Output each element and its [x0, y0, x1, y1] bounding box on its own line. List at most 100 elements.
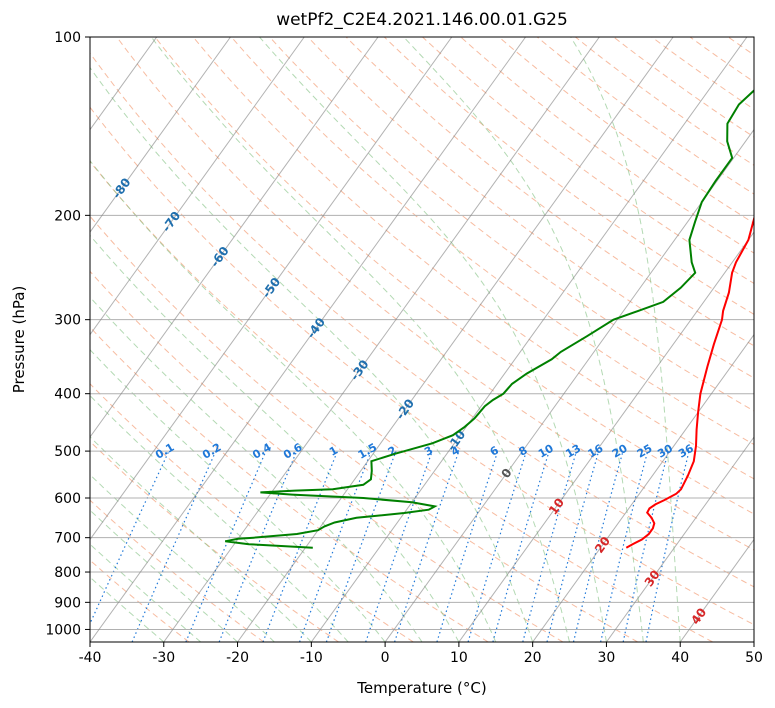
plot-area: 0.1 0.2 0.4 0.6 1 1.5 2 3 4 6 8 10 13 16 20 25 30 36-100-… — [0, 37, 775, 642]
isotherm — [163, 37, 600, 642]
isotherms — [0, 37, 754, 642]
dry-adiabat — [90, 499, 265, 642]
dry-adiabat — [766, 37, 775, 642]
mixing-ratio-label: 16 — [586, 442, 606, 461]
temperature-line — [625, 215, 754, 549]
isotherm-label: 40 — [688, 605, 709, 627]
isotherm — [90, 37, 305, 336]
mixing-ratio-line — [467, 450, 527, 642]
dry-adiabat — [651, 37, 754, 110]
isotherm — [90, 37, 527, 642]
dry-adiabat — [689, 37, 754, 83]
profiles — [225, 89, 754, 549]
isotherm-label: -100 — [6, 107, 35, 140]
isotherm-label: -90 — [58, 145, 82, 171]
isotherm — [0, 37, 9, 642]
x-tick-label: 10 — [450, 650, 468, 666]
dry-adiabat — [383, 37, 754, 315]
mixing-ratio-label: 20 — [610, 442, 630, 461]
dry-adiabat — [90, 270, 564, 642]
x-tick-label: -40 — [79, 650, 102, 666]
y-axis-label: Pressure (hPa) — [10, 286, 28, 394]
dry-adiabat — [575, 37, 754, 166]
y-tick-label: 900 — [54, 595, 81, 611]
dry-adiabat — [90, 52, 754, 588]
labels-layer: 0.1 0.2 0.4 0.6 1 1.5 2 3 4 6 8 10 13 16 20 25 30 36-100-… — [6, 107, 710, 627]
mixing-ratio-label: 0.1 — [153, 441, 176, 462]
isotherm-label: -60 — [208, 244, 232, 270]
plot-frame — [89, 36, 755, 643]
x-axis-label: Temperature (°C) — [356, 679, 486, 697]
dry-adiabat — [90, 106, 754, 626]
moist-adiabat — [150, 37, 571, 642]
mixing-ratio-label: 0.2 — [200, 441, 223, 462]
isotherm-label: 10 — [546, 496, 567, 518]
mixing-ratio-label: 0.4 — [250, 440, 274, 461]
dry-adiabat — [269, 37, 754, 412]
y-tick-label: 1000 — [45, 622, 81, 638]
isotherm — [679, 538, 754, 642]
mixing-ratio-label: 25 — [635, 442, 655, 461]
mixing-ratio-line — [325, 450, 397, 642]
isotherm-label: -30 — [348, 357, 372, 383]
y-tick-label: 600 — [54, 491, 81, 507]
moist-adiabat — [90, 394, 349, 642]
dry-adiabat — [192, 37, 754, 480]
isotherm — [606, 436, 754, 642]
moist-adiabat — [90, 474, 275, 642]
dry-adiabat — [90, 215, 639, 642]
y-axis: 100 200 300 400 500 600 700 800 900 1000 — [45, 30, 90, 638]
isobars — [90, 37, 754, 630]
moist-adiabat — [90, 66, 534, 642]
moist-adiabat — [90, 296, 423, 642]
dry-adiabat — [90, 160, 713, 642]
moist-adiabat — [90, 576, 165, 642]
x-tick-label: 50 — [745, 650, 763, 666]
isotherm — [458, 231, 754, 642]
mixing-ratio-line — [546, 450, 600, 642]
mixing-ratio-line — [522, 450, 578, 642]
dry-adiabat — [536, 37, 754, 195]
mixing-ratio-line — [262, 450, 338, 642]
mixing-ratio-label: 1.5 — [356, 441, 379, 462]
mixing-ratio-line — [90, 450, 170, 626]
x-tick-label: 40 — [671, 650, 689, 666]
mixing-ratio-line — [394, 450, 460, 642]
mixing-ratio-line — [131, 450, 217, 642]
isotherm-label: -40 — [304, 315, 328, 341]
y-tick-label: 200 — [54, 208, 81, 224]
dry-adiabat — [727, 37, 754, 56]
dry-adiabat — [307, 37, 754, 379]
y-tick-label: 400 — [54, 387, 81, 403]
mixing-ratio-line — [185, 450, 267, 642]
dry-adiabats — [90, 37, 775, 642]
moist-adiabat — [570, 37, 681, 642]
x-tick-label: 20 — [524, 650, 542, 666]
moist-adiabat — [403, 37, 644, 642]
isotherm — [532, 333, 754, 642]
x-tick-label: 0 — [381, 650, 390, 666]
isotherm-label: 0 — [498, 466, 514, 481]
y-tick-label: 300 — [54, 313, 81, 329]
isotherm — [90, 37, 231, 233]
mixing-ratio-line — [645, 450, 690, 642]
mixing-ratio-label: 13 — [563, 442, 583, 461]
isotherm — [90, 37, 379, 438]
dry-adiabat — [154, 37, 754, 515]
dewpoint-line — [225, 89, 754, 549]
dry-adiabat — [90, 440, 339, 642]
chart-title: wetPf2_C2E4.2021.146.00.01.G25 — [276, 10, 568, 30]
isotherm — [384, 128, 754, 642]
y-tick-label: 100 — [54, 30, 81, 46]
isotherm-label: -70 — [159, 209, 183, 235]
isotherm — [237, 37, 674, 642]
y-tick-label: 500 — [54, 444, 81, 460]
isotherm — [753, 641, 754, 642]
dry-adiabat — [90, 383, 414, 642]
isotherm — [90, 37, 453, 541]
isotherm-label: 30 — [642, 568, 663, 590]
mixing-ratio-line — [436, 450, 499, 642]
isotherm — [310, 37, 748, 642]
mixing-ratio-label: 10 — [536, 442, 556, 461]
